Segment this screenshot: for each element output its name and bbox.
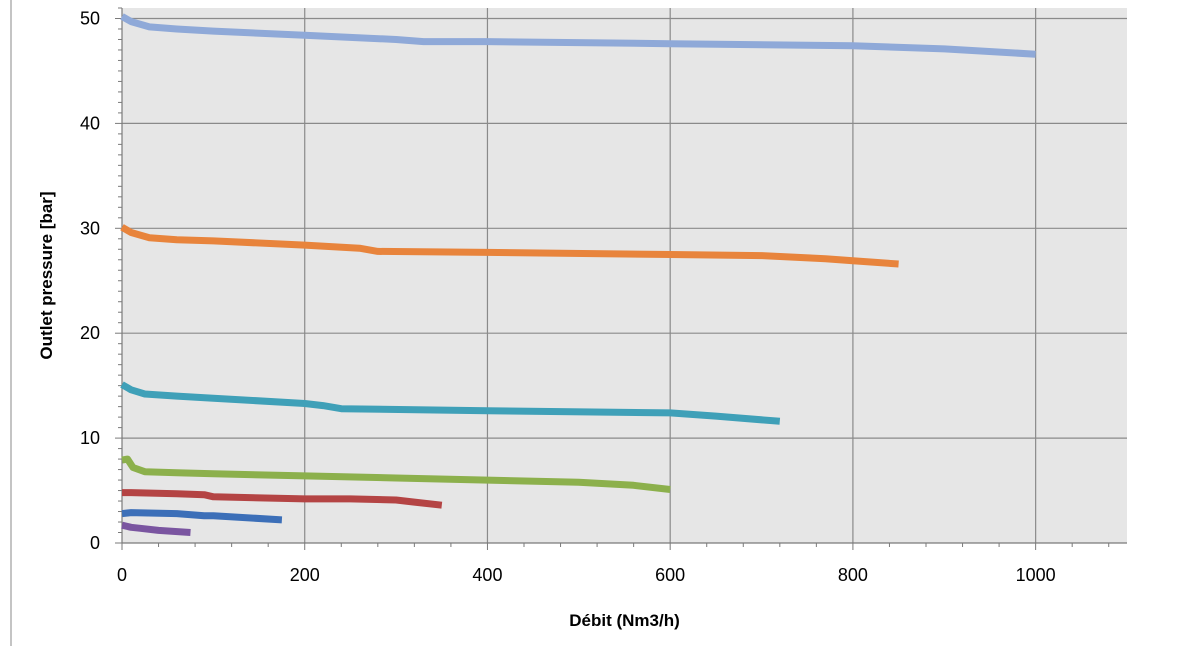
x-tick-label: 1000: [1016, 565, 1056, 585]
series-lines: [120, 13, 1036, 536]
series-line-5: [122, 489, 443, 509]
y-tick-label: 20: [80, 323, 100, 343]
x-tick-label: 200: [290, 565, 320, 585]
y-tick-label: 10: [80, 428, 100, 448]
y-tick-label: 40: [80, 113, 100, 133]
x-tick-label: 800: [838, 565, 868, 585]
x-tick-label: 0: [117, 565, 127, 585]
y-axis-title: Outlet pressure [bar]: [37, 191, 56, 359]
series-line-2: [120, 224, 899, 268]
axes: [115, 7, 1127, 550]
tick-labels: 0 10 20 30 40 50 0 200 400 600 800 1000: [80, 8, 1056, 585]
plot-area: [122, 8, 1127, 543]
gridlines: [122, 8, 1127, 543]
y-tick-label: 50: [80, 8, 100, 28]
y-tick-label: 30: [80, 218, 100, 238]
y-tick-label: 0: [90, 533, 100, 553]
series-line-1: [120, 13, 1036, 58]
x-tick-label: 600: [655, 565, 685, 585]
series-line-4: [121, 455, 671, 493]
x-tick-label: 400: [472, 565, 502, 585]
x-axis-title: Débit (Nm3/h): [569, 611, 680, 630]
series-line-7: [121, 521, 191, 536]
series-line-3: [120, 381, 781, 425]
series-line-6: [121, 509, 283, 524]
